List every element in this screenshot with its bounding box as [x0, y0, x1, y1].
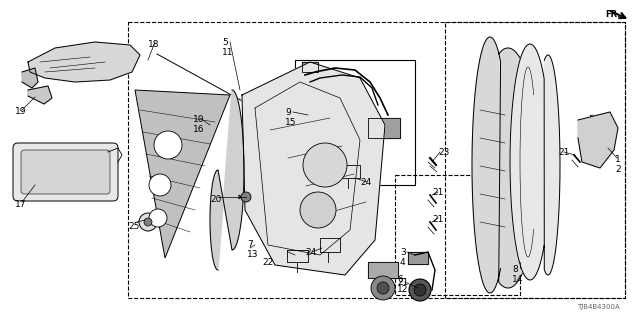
Text: 10
16: 10 16: [193, 115, 205, 134]
Polygon shape: [287, 250, 308, 262]
Text: 18: 18: [148, 40, 159, 49]
Polygon shape: [22, 68, 38, 88]
Text: 7
13: 7 13: [247, 240, 259, 259]
Polygon shape: [28, 86, 52, 104]
Text: TJB4B4300A: TJB4B4300A: [577, 304, 620, 310]
FancyBboxPatch shape: [21, 150, 110, 194]
Text: 21: 21: [432, 188, 444, 197]
Text: FR.: FR.: [605, 10, 621, 19]
Polygon shape: [28, 42, 140, 82]
Polygon shape: [242, 62, 385, 275]
Text: 17: 17: [15, 200, 26, 209]
Bar: [445, 22, 625, 298]
Text: 22: 22: [262, 258, 273, 267]
Circle shape: [371, 276, 395, 300]
Text: 21: 21: [558, 148, 570, 157]
Polygon shape: [340, 165, 360, 178]
Polygon shape: [320, 238, 340, 252]
Polygon shape: [510, 44, 560, 280]
FancyBboxPatch shape: [13, 143, 118, 201]
Circle shape: [377, 282, 389, 294]
Circle shape: [409, 279, 431, 301]
Polygon shape: [578, 112, 618, 168]
Circle shape: [303, 143, 347, 187]
Polygon shape: [368, 262, 398, 278]
Polygon shape: [472, 37, 538, 293]
Text: 5
11: 5 11: [222, 38, 234, 57]
Polygon shape: [408, 252, 428, 264]
Polygon shape: [135, 90, 230, 258]
Text: 6
12: 6 12: [397, 275, 408, 294]
Text: 25: 25: [128, 222, 140, 231]
Circle shape: [241, 192, 251, 202]
Circle shape: [154, 131, 182, 159]
Circle shape: [149, 209, 167, 227]
Text: 1
2: 1 2: [615, 155, 621, 174]
Circle shape: [149, 174, 171, 196]
Text: 21: 21: [397, 278, 408, 287]
Text: 19: 19: [15, 107, 26, 116]
Bar: [395, 175, 520, 295]
Bar: [295, 60, 415, 185]
Polygon shape: [368, 118, 400, 138]
Text: 9
15: 9 15: [285, 108, 296, 127]
Circle shape: [414, 284, 426, 296]
Polygon shape: [590, 115, 602, 122]
Circle shape: [139, 213, 157, 231]
Text: 20: 20: [210, 195, 221, 204]
Text: 21: 21: [432, 215, 444, 224]
Polygon shape: [210, 90, 244, 270]
Text: 8
14: 8 14: [512, 265, 524, 284]
Bar: [128, 22, 625, 298]
Text: 24: 24: [360, 178, 371, 187]
Text: 23: 23: [438, 148, 449, 157]
Circle shape: [144, 218, 152, 226]
Text: 24: 24: [305, 248, 316, 257]
Text: 3
4: 3 4: [400, 248, 406, 267]
Circle shape: [300, 192, 336, 228]
Polygon shape: [302, 62, 318, 72]
